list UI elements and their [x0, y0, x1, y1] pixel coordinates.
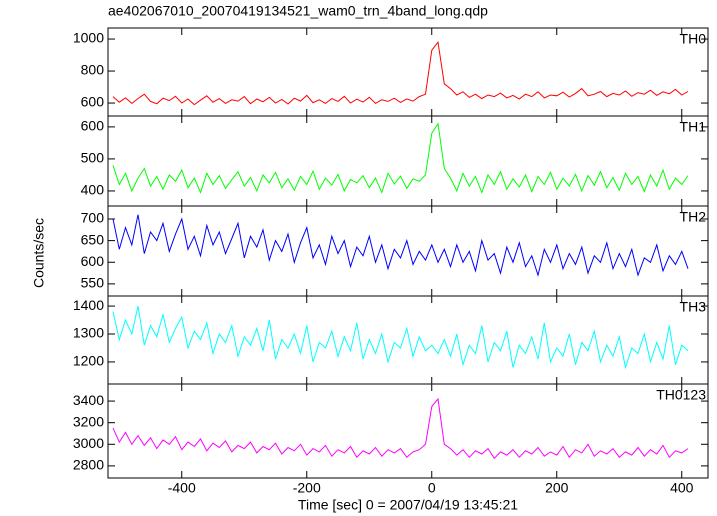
y-tick-label: 1200 [73, 353, 104, 369]
data-line [112, 40, 689, 106]
y-tick-label: 400 [81, 182, 105, 198]
panel-label: TH3 [680, 299, 707, 315]
data-line [112, 214, 689, 278]
y-tick-label: 650 [81, 231, 105, 247]
y-axis-label: Counts/sec [31, 218, 47, 288]
y-tick-label: 3000 [73, 435, 104, 451]
panel-frame [107, 205, 709, 297]
y-tick-label: 600 [81, 253, 105, 269]
x-axis-label: Time [sec] 0 = 2007/04/19 13:45:21 [298, 497, 518, 513]
panel-label: TH0 [680, 31, 707, 47]
y-tick-label: 700 [81, 210, 105, 226]
y-tick-label: 3200 [73, 413, 104, 429]
y-tick-label: 500 [81, 150, 105, 166]
y-tick-label: 3400 [73, 392, 104, 408]
panel-label: TH2 [680, 209, 707, 225]
y-tick-label: 1400 [73, 297, 104, 313]
y-tick-label: 1000 [73, 30, 104, 46]
y-tick-label: 1300 [73, 325, 104, 341]
y-tick-label: 2800 [73, 457, 104, 473]
panel-label: TH1 [680, 119, 707, 135]
data-line [112, 305, 689, 370]
y-tick-label: 800 [81, 62, 105, 78]
panel-label: TH0123 [656, 387, 706, 403]
x-tick-label: 200 [545, 480, 569, 496]
x-tick-label: 0 [428, 480, 436, 496]
x-tick-label: -200 [293, 480, 321, 496]
panel-frame [107, 115, 709, 207]
x-tick-label: 400 [670, 480, 694, 496]
y-tick-label: 600 [81, 94, 105, 110]
data-line [112, 397, 689, 460]
x-tick-label: -400 [168, 480, 196, 496]
panel-frame [107, 383, 709, 479]
chart-title: ae402067010_20070419134521_wam0_trn_4ban… [108, 3, 488, 19]
y-tick-label: 600 [81, 118, 105, 134]
y-tick-label: 550 [81, 275, 105, 291]
data-line [112, 122, 689, 194]
panel-frame [107, 27, 709, 117]
